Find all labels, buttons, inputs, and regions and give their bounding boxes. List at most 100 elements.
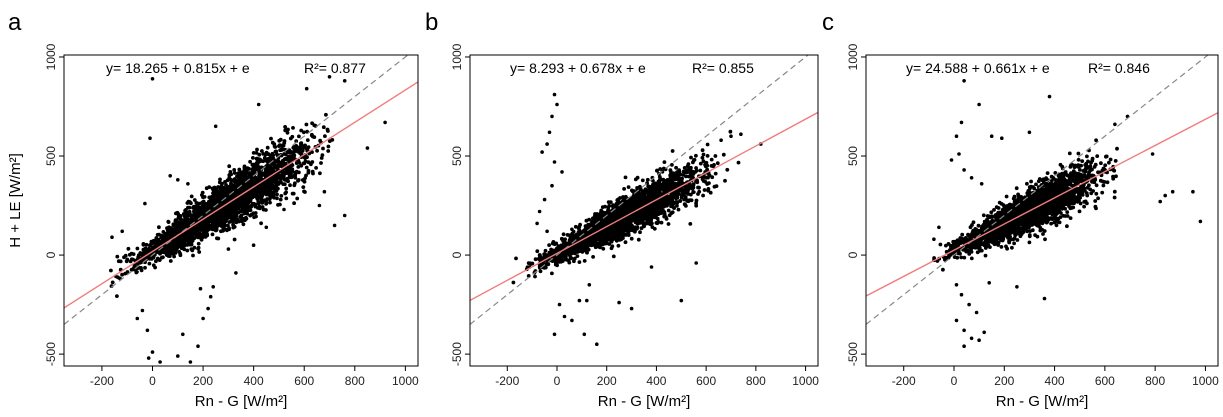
data-point <box>161 255 165 259</box>
data-point <box>252 151 256 155</box>
data-point <box>665 179 669 183</box>
outlier-point <box>186 182 190 186</box>
data-point <box>729 130 733 134</box>
data-point <box>670 172 674 176</box>
data-point <box>274 174 278 178</box>
data-point <box>660 221 664 225</box>
data-point <box>610 240 614 244</box>
data-point <box>179 214 183 218</box>
data-point <box>237 168 241 172</box>
data-point <box>318 171 322 175</box>
data-point <box>166 220 170 224</box>
data-point <box>246 205 250 209</box>
outlier-point <box>252 243 256 247</box>
data-point <box>688 222 692 226</box>
data-point <box>183 209 187 213</box>
y-tick-label: 1000 <box>44 43 58 70</box>
data-point <box>279 198 283 202</box>
data-point <box>299 129 303 133</box>
data-point <box>550 272 554 276</box>
outlier-point <box>148 136 152 140</box>
data-point <box>305 155 309 159</box>
data-point <box>167 254 171 258</box>
data-point <box>226 196 230 200</box>
x-tick-label: 800 <box>345 374 365 388</box>
data-point <box>296 165 300 169</box>
outlier-point <box>181 333 185 337</box>
data-point <box>303 144 307 148</box>
outlier-point <box>257 103 261 107</box>
data-point <box>689 174 693 178</box>
outlier-point <box>206 307 210 311</box>
data-point <box>197 250 201 254</box>
data-point <box>242 222 246 226</box>
data-point <box>601 205 605 209</box>
data-point <box>678 178 682 182</box>
x-tick-label: 200 <box>193 374 213 388</box>
data-point <box>191 254 195 258</box>
data-point <box>599 212 603 216</box>
data-point <box>197 242 201 246</box>
data-point <box>252 202 256 206</box>
data-point <box>297 178 301 182</box>
outlier-point <box>189 360 193 364</box>
data-point <box>320 156 324 160</box>
data-point <box>237 173 241 177</box>
outlier-point <box>120 230 124 234</box>
data-point <box>201 204 205 208</box>
data-point <box>184 213 188 217</box>
data-point <box>627 185 631 189</box>
data-point <box>618 196 622 200</box>
data-point <box>578 260 582 264</box>
data-point <box>293 173 297 177</box>
outlier-point <box>201 317 205 321</box>
one-to-one-line <box>64 47 418 324</box>
outlier-point <box>214 125 218 129</box>
data-point <box>166 248 170 252</box>
data-point <box>639 187 643 191</box>
outlier-point <box>191 235 195 239</box>
outlier-point <box>143 202 147 206</box>
data-point <box>667 209 671 213</box>
outlier-point <box>158 360 162 364</box>
data-point <box>282 152 286 156</box>
data-point <box>206 205 210 209</box>
data-point <box>703 188 707 192</box>
r-squared-label: R²= 0.877 <box>304 60 366 76</box>
data-point <box>560 237 564 241</box>
data-point <box>653 227 657 231</box>
outlier-point <box>136 317 140 321</box>
data-point <box>555 263 559 267</box>
data-point <box>148 262 152 266</box>
data-point <box>248 192 252 196</box>
data-point <box>295 197 299 201</box>
data-point <box>609 200 613 204</box>
data-point <box>263 156 267 160</box>
data-point <box>569 256 573 260</box>
data-point <box>622 187 626 191</box>
data-point <box>170 243 174 247</box>
data-point <box>539 269 543 273</box>
data-point <box>712 163 716 167</box>
data-point <box>120 273 124 277</box>
data-point <box>617 244 621 248</box>
data-point <box>271 191 275 195</box>
data-point <box>151 246 155 250</box>
data-point <box>211 233 215 237</box>
data-point <box>229 196 233 200</box>
data-point <box>136 247 140 251</box>
data-point <box>224 209 228 213</box>
data-point <box>226 179 230 183</box>
data-point <box>706 143 710 147</box>
data-point <box>115 294 119 298</box>
data-point <box>641 190 645 194</box>
data-point <box>160 250 164 254</box>
data-point <box>251 156 255 160</box>
data-point <box>186 201 190 205</box>
data-point <box>247 195 251 199</box>
data-point <box>158 258 162 262</box>
data-point <box>591 255 595 259</box>
